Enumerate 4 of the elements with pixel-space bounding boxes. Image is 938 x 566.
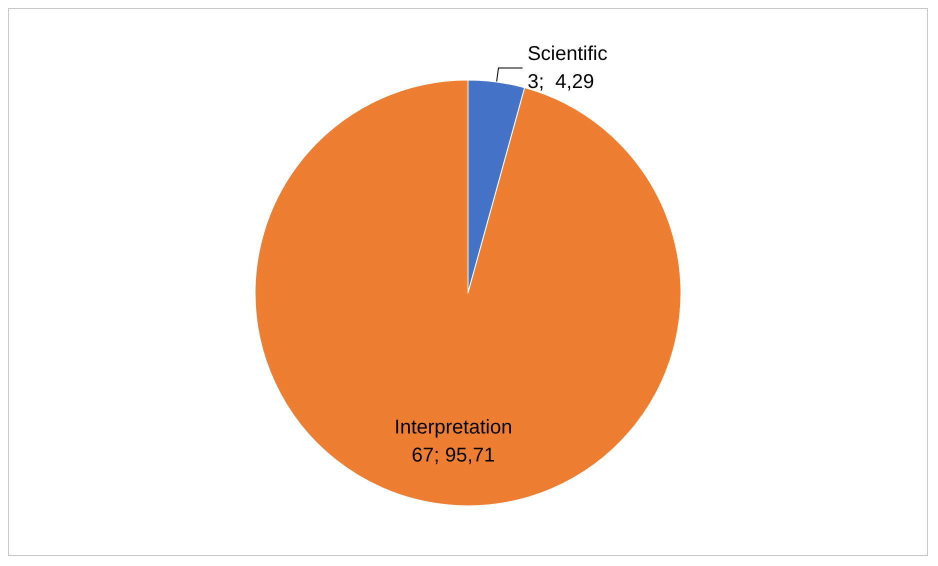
- slice-label: Interpretation: [394, 416, 512, 438]
- data-label: 67; 95,71: [412, 444, 496, 466]
- data-label: 3; 4,29: [527, 71, 594, 94]
- slice-label: Scientific: [527, 43, 608, 66]
